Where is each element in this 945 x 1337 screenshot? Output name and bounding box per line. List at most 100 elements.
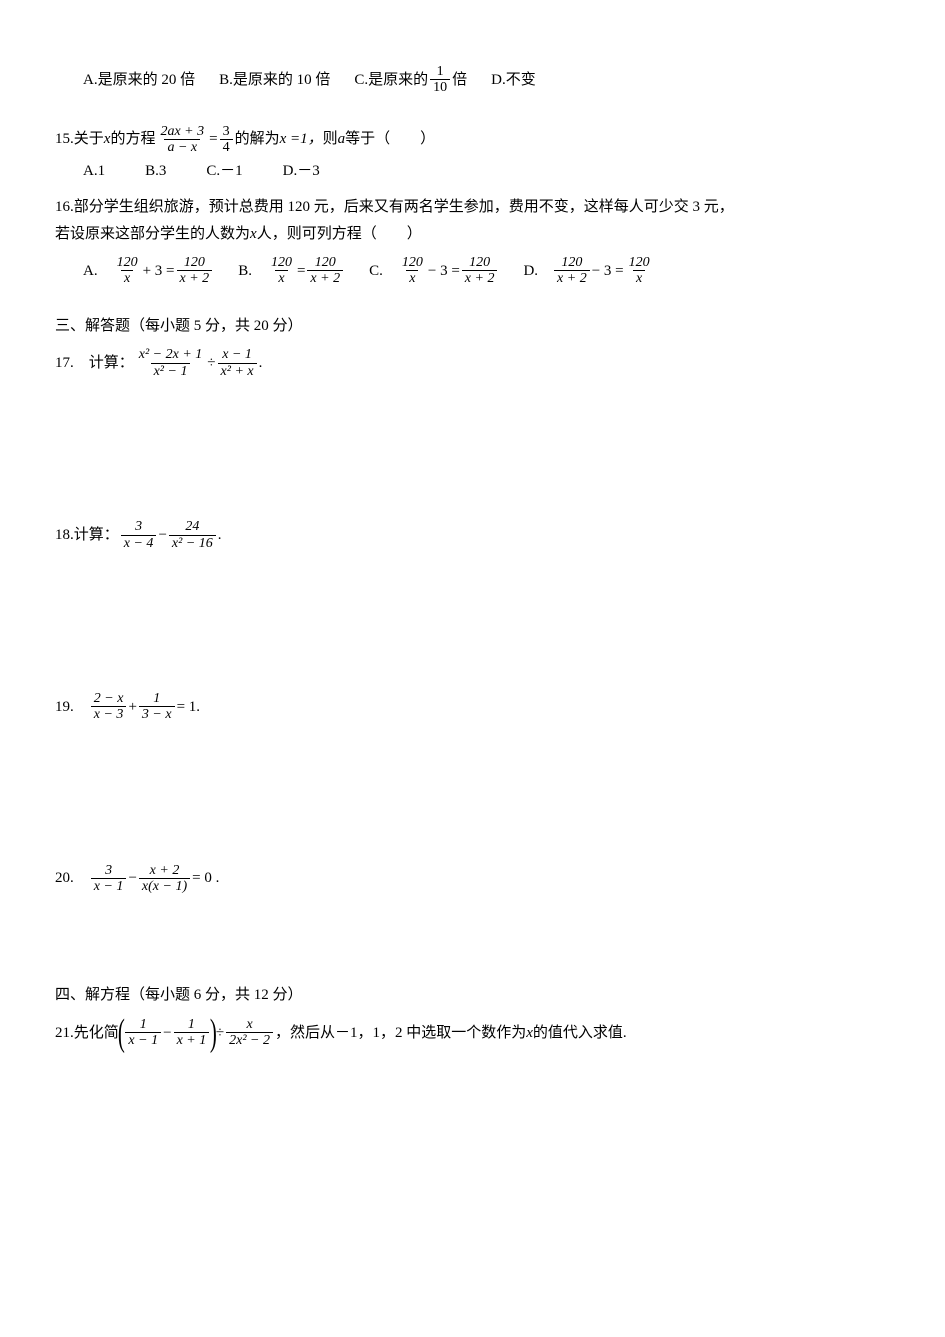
frac-num: 120	[114, 255, 141, 270]
q15-a: a	[338, 128, 346, 151]
frac-den: 4	[220, 139, 233, 155]
q14-c-frac: 1 10	[430, 64, 450, 96]
q16-options: A. 120 x + 3 = 120 x + 2 B. 120 x = 120 …	[55, 255, 890, 287]
frac: 120 x + 2	[462, 255, 498, 287]
frac-num: 1	[150, 691, 163, 706]
q17-f1: x² − 2x + 1 x² − 1	[136, 347, 206, 379]
frac-num: 120	[626, 255, 653, 270]
q19-plus: +	[128, 696, 136, 719]
q15-mid2: 的解为	[235, 128, 280, 151]
frac: 120 x	[268, 255, 295, 287]
frac-num: 120	[558, 255, 585, 270]
frac-den: x	[121, 270, 133, 286]
frac-num: x + 2	[147, 863, 183, 878]
q20-minus: −	[128, 867, 136, 890]
q16-l2-pre: 若设原来这部分学生的人数为	[55, 223, 250, 246]
q21-f3: x 2x² − 2	[226, 1017, 273, 1049]
q20-end: = 0 .	[192, 867, 219, 890]
frac-den: x − 1	[91, 878, 127, 894]
q15-options: A.1 B.3 C.－1 D.－3	[55, 160, 890, 183]
q21-label: 21.先化简	[55, 1022, 119, 1045]
q19-label: 19.	[55, 696, 89, 719]
q17-div: ÷	[207, 352, 215, 375]
q18-f1: 3 x − 4	[121, 519, 157, 551]
frac-den: 3 − x	[139, 706, 175, 722]
frac: 120 x	[399, 255, 426, 287]
opt-label: C.	[369, 260, 383, 283]
q21-f1: 1 x − 1	[125, 1017, 161, 1049]
q14-opt-c: C.是原来的 1 10 倍	[354, 64, 467, 96]
q18-minus: −	[158, 524, 166, 547]
frac-den: 10	[430, 79, 450, 95]
frac: 120 x + 2	[554, 255, 590, 287]
frac-num: 3	[132, 519, 145, 534]
q15-rhs-frac: 3 4	[220, 124, 233, 156]
frac: 120 x	[114, 255, 141, 287]
q19-end: = 1.	[177, 696, 200, 719]
frac-den: x	[275, 270, 287, 286]
q14-c-pre: C.是原来的	[354, 69, 428, 92]
q16-opt-b: B. 120 x = 120 x + 2	[238, 255, 345, 287]
frac-num: 1	[137, 1017, 150, 1032]
q15-opt-a: A.1	[83, 160, 105, 183]
q21: 21.先化简 ( 1 x − 1 − 1 x + 1 ) ÷ x 2x² − 2…	[55, 1017, 890, 1049]
section-3-heading: 三、解答题（每小题 5 分，共 20 分）	[55, 315, 890, 338]
q21-div: ÷	[216, 1022, 224, 1045]
frac-den: x	[633, 270, 645, 286]
q16-line1: 16.部分学生组织旅游，预计总费用 120 元，后来又有两名学生参加，费用不变，…	[55, 196, 890, 219]
frac-den: x − 1	[125, 1032, 161, 1048]
frac-num: 1	[185, 1017, 198, 1032]
q19-f1: 2 − x x − 3	[91, 691, 127, 723]
q21-minus: −	[163, 1022, 171, 1045]
frac-den: x² − 1	[151, 363, 191, 379]
q20: 20. 3 x − 1 − x + 2 x(x − 1) = 0 .	[55, 863, 890, 895]
frac-den: x	[406, 270, 418, 286]
frac-den: 2x² − 2	[226, 1032, 273, 1048]
frac-num: x² − 2x + 1	[136, 347, 206, 362]
q15-opt-b: B.3	[145, 160, 166, 183]
q15-opt-c: C.－1	[206, 160, 242, 183]
frac-den: x + 2	[554, 270, 590, 286]
q15-sol: x =1，	[280, 128, 323, 151]
q17: 17. 计算： x² − 2x + 1 x² − 1 ÷ x − 1 x² + …	[55, 347, 890, 379]
q17-end: .	[259, 352, 263, 375]
q21-mid: ，然后从－1，1，2 中选取一个数作为	[275, 1022, 526, 1045]
q15-mid1: 的方程	[110, 128, 155, 151]
frac-num: 120	[268, 255, 295, 270]
q15-pre: 15.关于	[55, 128, 104, 151]
frac-den: x + 1	[174, 1032, 210, 1048]
q16-opt-a: A. 120 x + 3 = 120 x + 2	[83, 255, 214, 287]
frac-den: x + 2	[462, 270, 498, 286]
q15-eq: =	[209, 128, 217, 151]
section-4-heading: 四、解方程（每小题 6 分，共 12 分）	[55, 984, 890, 1007]
q15-lhs-frac: 2ax + 3 a − x	[157, 124, 207, 156]
opt-label: D.	[523, 260, 538, 283]
op: =	[297, 260, 305, 283]
q15-stem: 15.关于 x 的方程 2ax + 3 a − x = 3 4 的解为 x =1…	[55, 124, 890, 156]
frac-num: 120	[466, 255, 493, 270]
q15-mid3: 则	[323, 128, 338, 151]
frac-den: a − x	[164, 139, 200, 155]
q15-opt-d: D.－3	[283, 160, 320, 183]
frac: 120 x	[626, 255, 653, 287]
q19: 19. 2 − x x − 3 + 1 3 − x = 1.	[55, 691, 890, 723]
q18: 18.计算： 3 x − 4 − 24 x² − 16 .	[55, 519, 890, 551]
q16-l2-x: x	[250, 223, 257, 246]
frac-num: 120	[399, 255, 426, 270]
frac: 120 x + 2	[307, 255, 343, 287]
frac-num: 120	[312, 255, 339, 270]
q19-f2: 1 3 − x	[139, 691, 175, 723]
q20-f1: 3 x − 1	[91, 863, 127, 895]
q21-post: 的值代入求值.	[533, 1022, 627, 1045]
op: + 3 =	[143, 260, 175, 283]
q17-f2: x − 1 x² + x	[218, 347, 257, 379]
frac-num: 2 − x	[91, 691, 127, 706]
frac-den: x(x − 1)	[139, 878, 190, 894]
q20-f2: x + 2 x(x − 1)	[139, 863, 190, 895]
q15-x: x	[104, 128, 111, 151]
opt-label: B.	[238, 260, 252, 283]
frac-den: x + 2	[307, 270, 343, 286]
q21-f2: 1 x + 1	[174, 1017, 210, 1049]
opt-label: A.	[83, 260, 98, 283]
frac-num: 24	[182, 519, 202, 534]
